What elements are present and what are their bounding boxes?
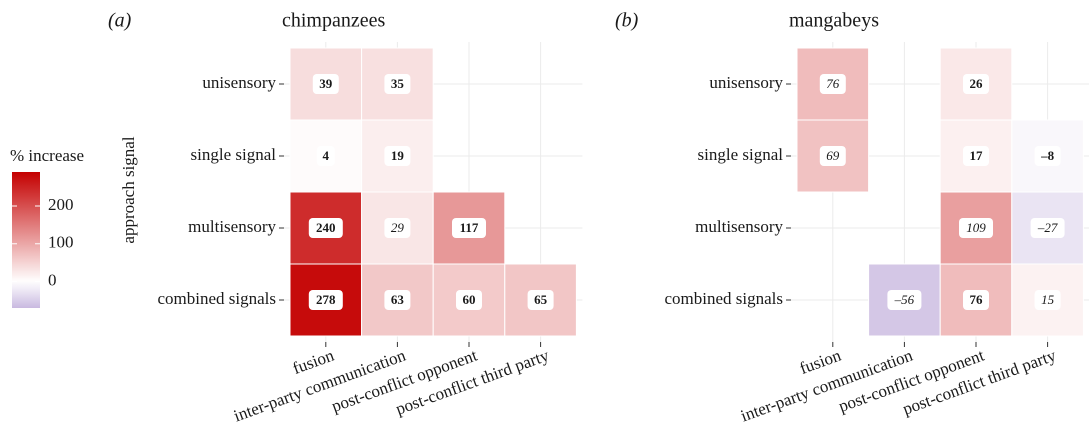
- y-tick-label: single signal: [191, 145, 277, 164]
- cell-label: 76: [826, 76, 840, 91]
- cell-label-box: [384, 290, 411, 310]
- cell-label-box: [963, 146, 989, 166]
- panel-label: (b): [615, 10, 639, 32]
- y-tick-label: single signal: [698, 145, 784, 164]
- cell-label: 69: [826, 148, 840, 163]
- cell-label: –27: [1037, 220, 1058, 235]
- panel-label: (a): [108, 10, 132, 32]
- cell-label: 109: [966, 220, 986, 235]
- cell-label: 15: [1041, 292, 1055, 307]
- cell-label-box: [963, 74, 989, 94]
- cell-label: –8: [1040, 148, 1055, 163]
- cell-label-box: [819, 74, 846, 94]
- cell-label: 65: [534, 292, 548, 307]
- colorbar-tick-label: 100: [48, 233, 74, 252]
- cell-label: 4: [323, 148, 330, 163]
- cell-label-box: [384, 74, 411, 94]
- y-tick-label: combined signals: [157, 289, 276, 308]
- chart-title: mangabeys: [789, 10, 879, 32]
- cell-label: 29: [391, 220, 405, 235]
- cell-label-box: [963, 290, 989, 310]
- cell-label: 17: [970, 148, 984, 163]
- cell-label: 117: [460, 220, 479, 235]
- y-axis-label: approach signal: [119, 136, 138, 243]
- cell-label: 60: [463, 292, 476, 307]
- cell-label-box: [1034, 146, 1061, 166]
- cell-label-box: [959, 218, 993, 238]
- cell-label-box: [308, 290, 343, 310]
- cell-label: 278: [316, 292, 336, 307]
- cell-label: –56: [894, 292, 915, 307]
- cell-label-box: [384, 218, 411, 238]
- y-tick-label: unisensory: [202, 73, 276, 92]
- chart-title: chimpanzees: [282, 10, 385, 32]
- cell-label-box: [308, 218, 343, 238]
- colorbar: [12, 172, 40, 308]
- cell-label: 76: [970, 292, 984, 307]
- cell-label: 39: [319, 76, 333, 91]
- cell-label-box: [527, 290, 554, 310]
- cell-label-box: [312, 74, 339, 94]
- cell-label: 19: [391, 148, 405, 163]
- cell-label: 63: [391, 292, 405, 307]
- cell-label-box: [316, 146, 335, 166]
- cell-label-box: [819, 146, 846, 166]
- cell-label: 26: [970, 76, 984, 91]
- cell-label: 35: [391, 76, 405, 91]
- colorbar-tick-label: 200: [48, 195, 74, 214]
- cell-label-box: [1034, 290, 1061, 310]
- cell-label-box: [887, 290, 922, 310]
- cell-label-box: [1030, 218, 1065, 238]
- cell-label: 240: [316, 220, 336, 235]
- cell-label-box: [452, 218, 486, 238]
- y-tick-label: multisensory: [695, 217, 783, 236]
- cell-label-box: [384, 146, 411, 166]
- y-tick-label: combined signals: [664, 289, 783, 308]
- colorbar-tick-label: 0: [48, 270, 57, 289]
- y-tick-label: multisensory: [188, 217, 276, 236]
- cell-label-box: [456, 290, 482, 310]
- legend-title: % increase: [10, 146, 84, 165]
- y-tick-label: unisensory: [709, 73, 783, 92]
